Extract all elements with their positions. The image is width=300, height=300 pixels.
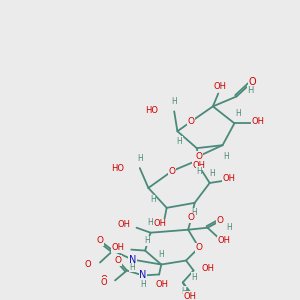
Text: O: O: [97, 236, 104, 245]
Text: HO: HO: [111, 164, 124, 172]
Text: H: H: [209, 169, 215, 178]
Text: H: H: [192, 208, 197, 217]
Text: H: H: [192, 273, 197, 282]
Text: OH: OH: [117, 220, 130, 229]
Text: OH: OH: [156, 280, 169, 289]
Text: OH: OH: [252, 117, 265, 126]
Text: H: H: [248, 86, 254, 95]
Text: H: H: [171, 97, 177, 106]
Text: H: H: [235, 109, 241, 118]
Text: OH: OH: [201, 264, 214, 273]
Text: H: H: [177, 137, 182, 146]
Text: H: H: [148, 218, 153, 227]
Text: N: N: [139, 271, 147, 281]
Text: O: O: [101, 278, 108, 287]
Text: O: O: [101, 275, 108, 284]
Text: HO: HO: [145, 106, 158, 115]
Text: O: O: [249, 76, 256, 86]
Text: OH: OH: [214, 82, 227, 91]
Text: O: O: [85, 260, 92, 269]
Text: H: H: [226, 223, 232, 232]
Text: H: H: [137, 154, 143, 163]
Text: O: O: [188, 117, 195, 126]
Text: H: H: [196, 167, 202, 176]
Text: H: H: [150, 195, 156, 204]
Text: O: O: [195, 152, 203, 160]
Text: H: H: [181, 287, 187, 296]
Text: O: O: [169, 167, 176, 176]
Text: O: O: [115, 256, 122, 265]
Text: OH: OH: [223, 175, 236, 184]
Text: H: H: [223, 152, 229, 160]
Text: OH: OH: [112, 243, 125, 252]
Text: H: H: [158, 250, 164, 259]
Text: OH: OH: [217, 236, 230, 245]
Text: O: O: [188, 213, 195, 222]
Text: O: O: [195, 243, 203, 252]
Text: H: H: [144, 236, 150, 245]
Text: OH: OH: [154, 219, 167, 228]
Text: OH: OH: [192, 160, 206, 169]
Text: H: H: [129, 263, 135, 272]
Text: N: N: [129, 254, 136, 265]
Text: O: O: [217, 216, 224, 225]
Text: OH: OH: [184, 292, 197, 300]
Text: H: H: [140, 280, 146, 289]
